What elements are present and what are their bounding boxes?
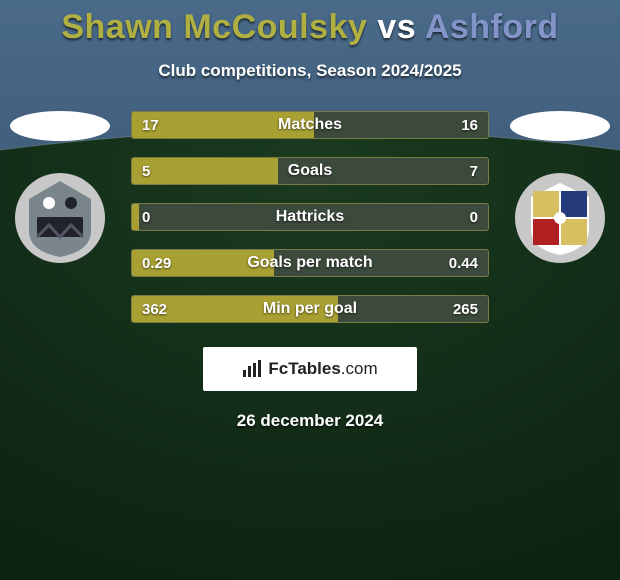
stat-right-value: 7 [460, 158, 488, 184]
stat-right-value: 265 [443, 296, 488, 322]
brand-footer: FcTables.com [203, 347, 417, 391]
stat-label: Goals per match [132, 250, 488, 276]
stat-row: 362Min per goal265 [131, 295, 489, 323]
stat-row: 17Matches16 [131, 111, 489, 139]
stat-bars: 17Matches16 5Goals7 0Hattricks0 0.29Goals p… [125, 111, 495, 341]
player2-photo-placeholder [510, 111, 610, 141]
comparison-card: Shawn McCoulsky vs Ashford Club competit… [0, 0, 620, 580]
stat-label: Matches [132, 112, 488, 138]
player1-club-crest [15, 173, 105, 263]
stat-row: 5Goals7 [131, 157, 489, 185]
chart-bars-icon [242, 360, 262, 378]
player1-photo-placeholder [10, 111, 110, 141]
snapshot-date: 26 december 2024 [0, 411, 620, 431]
stat-label: Min per goal [132, 296, 488, 322]
season-subtitle: Club competitions, Season 2024/2025 [0, 61, 620, 81]
stat-right-value: 0.44 [439, 250, 488, 276]
brand-text: FcTables.com [268, 359, 377, 379]
comparison-title: Shawn McCoulsky vs Ashford [0, 0, 620, 47]
main-row: 17Matches16 5Goals7 0Hattricks0 0.29Goals p… [0, 111, 620, 341]
player2-column [508, 111, 612, 263]
player2-name: Ashford [425, 8, 559, 46]
stat-right-value: 16 [451, 112, 488, 138]
player1-name: Shawn McCoulsky [61, 8, 367, 46]
stat-label: Hattricks [132, 204, 488, 230]
player1-column [8, 111, 112, 263]
stat-right-value: 0 [460, 204, 488, 230]
player2-club-crest [515, 173, 605, 263]
vs-text: vs [377, 8, 416, 46]
stat-label: Goals [132, 158, 488, 184]
stat-row: 0Hattricks0 [131, 203, 489, 231]
stat-row: 0.29Goals per match0.44 [131, 249, 489, 277]
